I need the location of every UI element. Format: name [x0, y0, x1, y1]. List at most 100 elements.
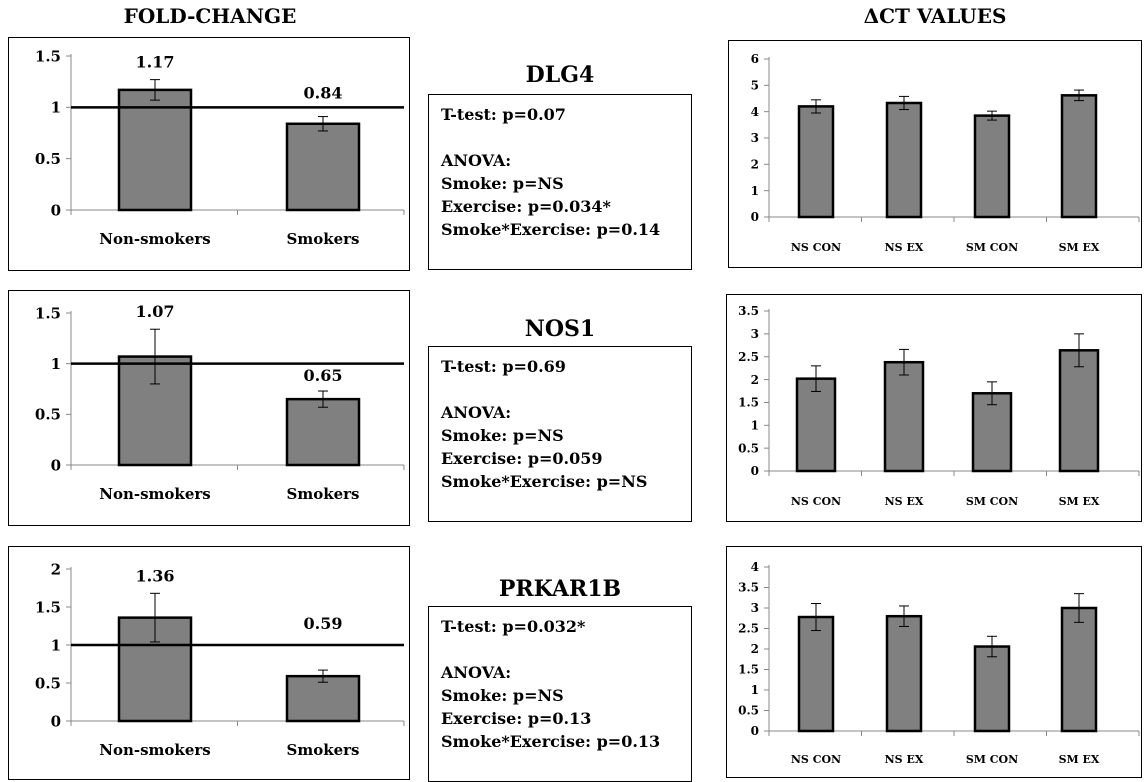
anova-label: ANOVA: — [441, 403, 512, 422]
bar-ns-con — [797, 615, 835, 733]
y-tick-label: 0 — [51, 712, 61, 730]
y-tick-label: 2 — [751, 642, 759, 656]
interaction-result: Smoke*Exercise: p=0.13 — [441, 732, 661, 751]
anova-label: ANOVA: — [441, 663, 512, 682]
y-tick-label: 1 — [51, 355, 61, 373]
ttest-result: T-test: p=0.07 — [441, 105, 566, 124]
smoke-result: Smoke: p=NS — [441, 686, 564, 705]
y-tick-label: 1 — [751, 418, 759, 432]
bar-sm-con — [971, 392, 1013, 473]
y-tick-label: 6 — [751, 52, 759, 66]
bar-ns-con — [797, 105, 835, 219]
anova-label: ANOVA: — [441, 151, 512, 170]
bar-ns-ex — [885, 614, 923, 733]
x-tick-label: Smokers — [287, 741, 360, 759]
y-tick-label: 1 — [751, 184, 759, 198]
y-tick-label: 0.5 — [35, 406, 61, 424]
y-tick-label: 0 — [751, 464, 759, 478]
data-label: 1.17 — [136, 53, 175, 72]
y-tick-label: 3 — [751, 131, 759, 145]
y-tick-label: 2 — [751, 158, 759, 172]
fold-change-chart-nos1: 0 0.5 1 1.5 Non-smokers Smokers 1.07 0.65 — [8, 290, 410, 526]
stats-box-prkar1b: T-test: p=0.032* ANOVA: Smoke: p=NS Exer… — [428, 606, 692, 782]
data-label: 0.65 — [304, 366, 343, 385]
x-tick-label: SM EX — [1059, 495, 1100, 508]
delta-ct-header: ΔCT VALUES — [863, 4, 1007, 28]
y-tick-label: 1 — [751, 683, 759, 697]
bar-sm-ex — [1058, 349, 1100, 473]
bar-sm-ex — [1060, 94, 1098, 219]
x-tick-label: SM CON — [966, 241, 1018, 254]
fold-change-chart-dlg4: 0 0.5 1 1.5 Non-smokers Smokers 1.17 0.84 — [8, 37, 410, 271]
x-tick-label: Smokers — [287, 230, 360, 248]
fold-change-header: FOLD-CHANGE — [123, 4, 297, 28]
delta-ct-chart-dlg4: 0 1 2 3 4 5 6 NS CON NS EX SM CON SM EX — [728, 40, 1142, 268]
y-tick-label: 0.5 — [738, 704, 759, 718]
bar-smokers — [285, 397, 361, 467]
ttest-result: T-test: p=0.032* — [441, 617, 586, 636]
y-tick-label: 0 — [751, 210, 759, 224]
x-tick-label: NS EX — [885, 495, 924, 508]
bar-ns-ex — [883, 360, 925, 473]
y-tick-label: 2.5 — [738, 622, 759, 636]
exercise-result: Exercise: p=0.034* — [441, 197, 611, 216]
y-tick-label: 3.5 — [738, 304, 759, 318]
y-tick-label: 1 — [51, 99, 61, 117]
x-tick-label: Non-smokers — [99, 485, 210, 503]
smoke-result: Smoke: p=NS — [441, 174, 564, 193]
y-tick-label: 0.5 — [35, 150, 61, 168]
bar-smokers — [285, 122, 361, 212]
bar-sm-con — [973, 645, 1011, 733]
x-tick-label: Non-smokers — [99, 741, 210, 759]
y-tick-label: 1.5 — [35, 598, 61, 616]
ttest-result: T-test: p=0.69 — [441, 357, 566, 376]
y-tick-label: 4 — [751, 560, 759, 574]
y-tick-label: 2 — [51, 560, 61, 578]
data-label: 0.84 — [304, 84, 343, 103]
y-tick-label: 0 — [51, 456, 61, 474]
x-tick-label: NS CON — [791, 753, 841, 766]
y-tick-label: 2 — [751, 373, 759, 387]
interaction-result: Smoke*Exercise: p=0.14 — [441, 220, 661, 239]
delta-ct-chart-nos1: 0 0.5 1 1.5 2 2.5 3 3.5 NS CON NS EX SM CON SM EX — [726, 294, 1142, 522]
exercise-result: Exercise: p=0.059 — [441, 449, 603, 468]
y-tick-label: 1.5 — [738, 663, 759, 677]
y-tick-label: 0 — [51, 201, 61, 219]
x-tick-label: Non-smokers — [99, 230, 210, 248]
x-tick-label: NS EX — [885, 753, 924, 766]
bar-smokers — [285, 674, 361, 723]
gene-title-nos1: NOS1 — [524, 316, 596, 342]
x-tick-label: Smokers — [287, 485, 360, 503]
x-tick-label: SM EX — [1059, 753, 1100, 766]
x-tick-label: SM EX — [1059, 241, 1100, 254]
x-tick-label: SM CON — [966, 495, 1018, 508]
y-tick-label: 1.5 — [35, 304, 61, 322]
y-tick-label: 4 — [751, 105, 759, 119]
x-tick-label: NS CON — [791, 241, 841, 254]
x-tick-label: SM CON — [966, 753, 1018, 766]
gene-title-dlg4: DLG4 — [525, 62, 595, 88]
data-label: 0.59 — [304, 614, 343, 633]
data-label: 1.07 — [136, 302, 175, 321]
y-tick-label: 3 — [751, 601, 759, 615]
bar-ns-con — [795, 377, 837, 473]
stats-box-nos1: T-test: p=0.69 ANOVA: Smoke: p=NS Exerci… — [428, 346, 692, 522]
y-tick-label: 0.5 — [35, 674, 61, 692]
gene-title-prkar1b: PRKAR1B — [498, 576, 622, 602]
bar-ns-ex — [885, 101, 923, 219]
x-tick-label: NS CON — [791, 495, 841, 508]
exercise-result: Exercise: p=0.13 — [441, 709, 592, 728]
y-tick-label: 0 — [751, 724, 759, 738]
bar-sm-con — [973, 114, 1011, 219]
data-label: 1.36 — [136, 566, 175, 585]
y-tick-label: 3 — [751, 327, 759, 341]
y-tick-label: 3.5 — [738, 581, 759, 595]
y-tick-label: 2.5 — [738, 350, 759, 364]
interaction-result: Smoke*Exercise: p=NS — [441, 472, 648, 491]
smoke-result: Smoke: p=NS — [441, 426, 564, 445]
y-tick-label: 1 — [51, 636, 61, 654]
bar-sm-ex — [1060, 606, 1098, 733]
fold-change-chart-prkar1b: 0 0.5 1 1.5 2 Non-smokers Smokers 1.36 0.59 — [8, 546, 410, 780]
x-tick-label: NS EX — [885, 241, 924, 254]
stats-box-dlg4: T-test: p=0.07 ANOVA: Smoke: p=NS Exerci… — [428, 94, 692, 270]
